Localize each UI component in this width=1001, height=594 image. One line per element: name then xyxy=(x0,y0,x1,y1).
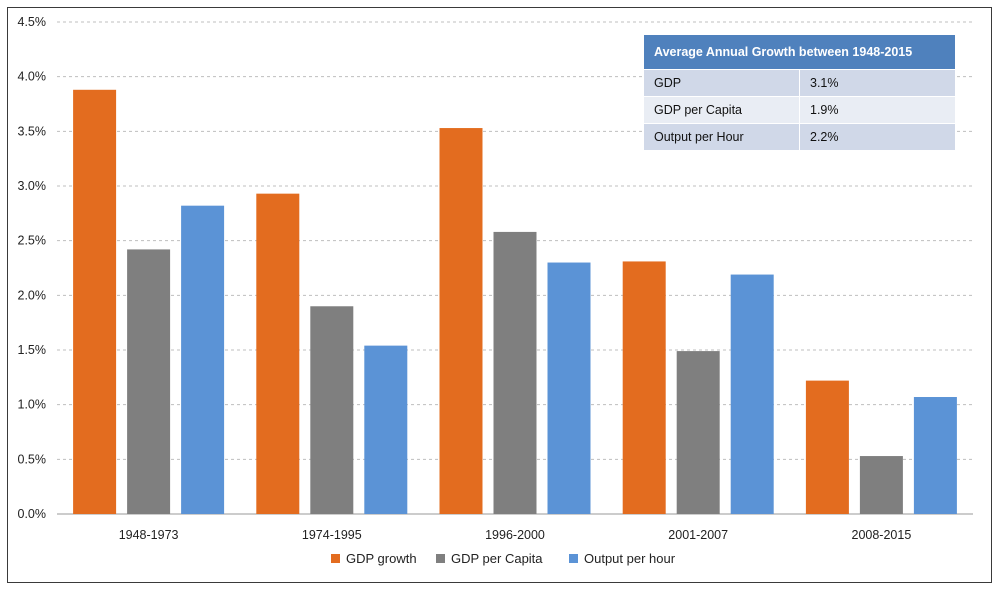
summary-value: 2.2% xyxy=(799,123,956,151)
summary-row: Output per Hour 2.2% xyxy=(643,123,956,151)
bar xyxy=(310,306,354,514)
bar xyxy=(676,351,720,514)
x-tick-label: 1996-2000 xyxy=(485,528,545,542)
bar xyxy=(622,261,666,514)
legend-swatch xyxy=(436,554,445,563)
summary-table: Average Annual Growth between 1948-2015 … xyxy=(643,34,956,151)
y-tick-label: 3.5% xyxy=(18,124,47,138)
y-tick-label: 1.0% xyxy=(18,398,47,412)
y-tick-label: 1.5% xyxy=(18,343,47,357)
x-tick-label: 1948-1973 xyxy=(119,528,179,542)
bar xyxy=(805,380,849,514)
summary-value: 1.9% xyxy=(799,96,956,124)
x-axis-tick-labels: 1948-1973 1974-1995 1996-2000 2001-2007 2008… xyxy=(119,528,912,542)
y-tick-label: 4.5% xyxy=(18,15,47,29)
y-tick-label: 2.5% xyxy=(18,234,47,248)
x-tick-label: 2001-2007 xyxy=(668,528,728,542)
legend-label: GDP growth xyxy=(346,551,417,566)
y-tick-label: 0.0% xyxy=(18,507,47,521)
bar xyxy=(913,397,957,514)
legend: GDP growth GDP per Capita Output per hour xyxy=(331,551,676,566)
bar xyxy=(181,205,225,514)
legend-label: GDP per Capita xyxy=(451,551,543,566)
summary-table-title: Average Annual Growth between 1948-2015 xyxy=(643,34,956,70)
bar xyxy=(73,89,117,514)
bars xyxy=(73,89,957,515)
bar xyxy=(127,249,171,514)
summary-value: 3.1% xyxy=(799,69,956,97)
bar xyxy=(547,262,591,514)
summary-row: GDP 3.1% xyxy=(643,69,956,97)
y-tick-label: 3.0% xyxy=(18,179,47,193)
summary-metric: GDP xyxy=(643,69,800,97)
legend-swatch xyxy=(569,554,578,563)
x-tick-label: 2008-2015 xyxy=(852,528,912,542)
x-tick-label: 1974-1995 xyxy=(302,528,362,542)
y-tick-label: 4.0% xyxy=(18,70,47,84)
bar xyxy=(859,456,903,514)
bar xyxy=(730,274,774,514)
legend-label: Output per hour xyxy=(584,551,676,566)
summary-metric: GDP per Capita xyxy=(643,96,800,124)
summary-metric: Output per Hour xyxy=(643,123,800,151)
bar xyxy=(364,345,408,514)
y-tick-label: 2.0% xyxy=(18,288,47,302)
legend-swatch xyxy=(331,554,340,563)
bar xyxy=(493,231,537,515)
summary-row: GDP per Capita 1.9% xyxy=(643,96,956,124)
bar xyxy=(256,193,300,515)
y-tick-label: 0.5% xyxy=(18,452,47,466)
bar xyxy=(439,128,483,514)
y-axis-tick-labels: 0.0% 0.5% 1.0% 1.5% 2.0% 2.5% 3.0% 3.5% 4.0% 4.5% xyxy=(18,15,47,521)
